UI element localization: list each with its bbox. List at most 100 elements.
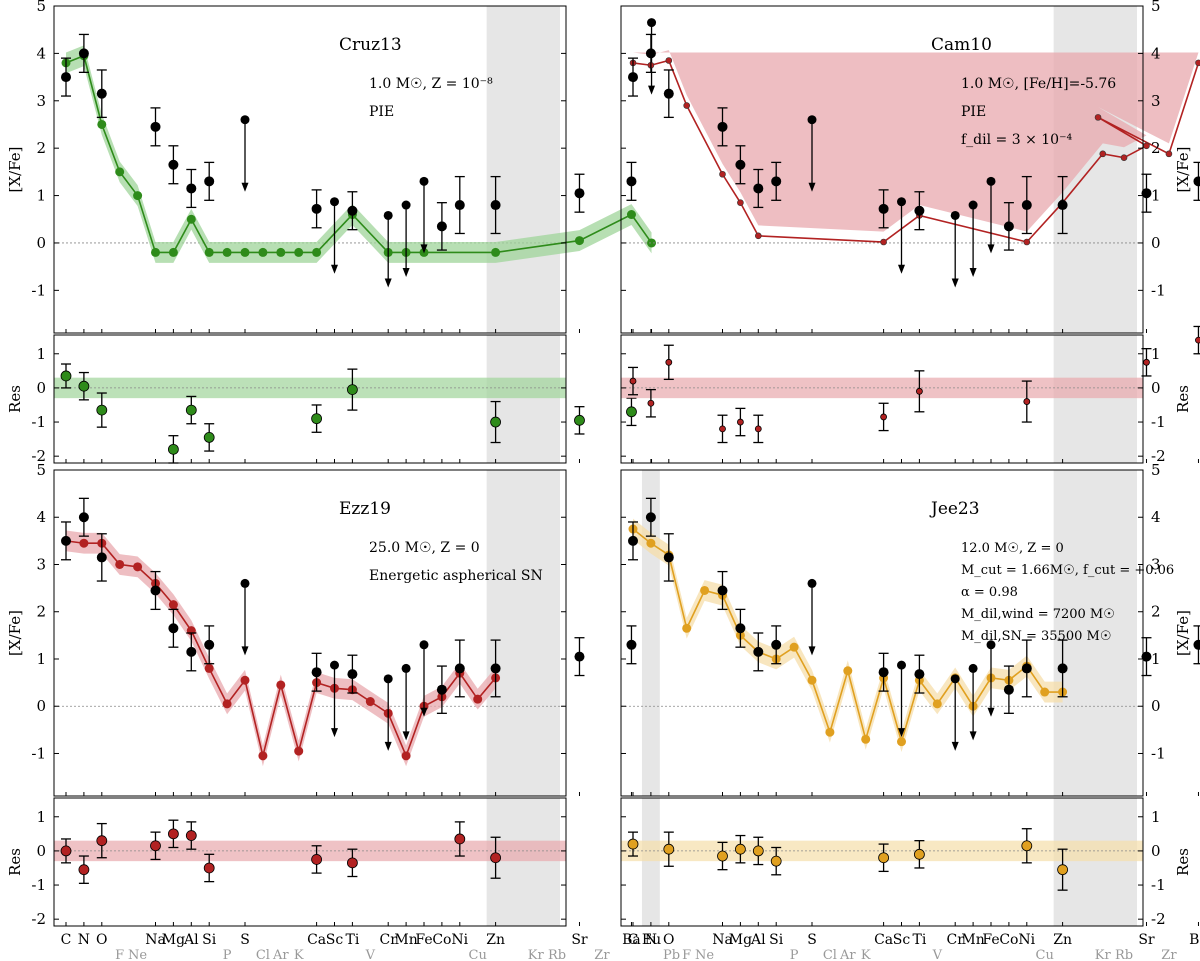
upper-limit-arrowhead bbox=[808, 182, 816, 192]
residual-point bbox=[574, 414, 585, 426]
res-y-tick-label: -1 bbox=[31, 876, 46, 894]
x-tick-label-gray: Kr bbox=[528, 948, 545, 961]
x-tick-label-dark: Ba bbox=[1189, 932, 1200, 948]
observation-point bbox=[347, 669, 358, 680]
observation-point bbox=[968, 663, 978, 673]
x-tick-label-dark: Sc bbox=[326, 932, 344, 948]
residual-point bbox=[490, 852, 502, 864]
x-tick-label-dark: Mn bbox=[961, 932, 984, 948]
observation-point bbox=[204, 176, 215, 187]
res-y-tick-label: -1 bbox=[1151, 876, 1166, 894]
x-tick-label-gray: Ar bbox=[839, 948, 856, 961]
gray-region-main bbox=[1053, 470, 1137, 796]
model-point bbox=[897, 737, 906, 747]
x-tick-label-dark: Sr bbox=[571, 932, 588, 948]
model-point bbox=[276, 247, 286, 257]
x-tick-label-gray: P bbox=[223, 948, 232, 961]
y-axis-label: [X/Fe] bbox=[6, 610, 24, 656]
model-point bbox=[754, 232, 762, 240]
observation-point bbox=[204, 639, 215, 650]
observation-point bbox=[61, 72, 71, 83]
upper-limit-arrowhead bbox=[898, 264, 905, 274]
model-point bbox=[626, 210, 636, 220]
model-point bbox=[665, 57, 673, 64]
y-tick-label: 4 bbox=[1151, 44, 1161, 62]
residual-point bbox=[490, 416, 502, 428]
x-tick-label-dark: C bbox=[628, 932, 639, 948]
observation-point bbox=[419, 176, 429, 186]
residual-point bbox=[150, 840, 161, 852]
observation-point bbox=[330, 660, 339, 670]
residual-point bbox=[203, 431, 215, 443]
upper-limit-arrowhead bbox=[951, 741, 959, 751]
residual-point bbox=[719, 425, 726, 433]
y-tick-label: 1 bbox=[36, 650, 46, 668]
x-tick-label-dark: Co bbox=[999, 932, 1018, 948]
res-y-axis-label: Res bbox=[1174, 385, 1192, 413]
y-tick-label: 1 bbox=[1151, 187, 1161, 205]
residual-point bbox=[78, 864, 90, 876]
residual-point bbox=[735, 843, 746, 855]
y-axis-label: [X/Fe] bbox=[1174, 147, 1192, 193]
res-axes-frame bbox=[53, 334, 567, 464]
residual-point bbox=[454, 833, 466, 845]
observation-point bbox=[986, 176, 996, 186]
x-tick-label-dark: Ni bbox=[1018, 932, 1035, 948]
y-axis-label: [X/Fe] bbox=[1174, 610, 1192, 656]
observation-point bbox=[628, 72, 638, 83]
panel-cam10: -1 0 1 2 3 4 5 -2 -1 0 1 [X/Fe] Res Cam10 1.0 M☉, [Fe/… bbox=[620, 0, 1200, 465]
panel-annotation: M_cut = 1.66M☉, f_cut = +0.06 bbox=[961, 563, 1174, 578]
model-point bbox=[807, 675, 817, 685]
model-point bbox=[204, 663, 214, 673]
x-tick-label-gray: F bbox=[682, 948, 691, 961]
x-tick-label-gray: V bbox=[365, 948, 376, 961]
observation-point bbox=[914, 205, 925, 216]
panel-annotation: 12.0 M☉, Z = 0 bbox=[961, 541, 1064, 556]
model-point bbox=[932, 699, 942, 709]
model-point bbox=[133, 191, 143, 201]
observation-point bbox=[436, 684, 447, 695]
x-tick-label-gray: Cl bbox=[256, 948, 270, 961]
x-tick-label-dark: Ba bbox=[622, 932, 641, 948]
observation-point bbox=[1003, 684, 1014, 695]
model-point bbox=[168, 600, 178, 610]
residual-point bbox=[665, 358, 673, 366]
model-point bbox=[133, 562, 143, 572]
observation-point bbox=[771, 639, 782, 650]
observation-point bbox=[96, 552, 107, 563]
residual-point bbox=[1057, 864, 1068, 876]
residual-point bbox=[96, 404, 108, 416]
observation-point bbox=[1141, 188, 1152, 199]
upper-limit-arrowhead bbox=[384, 278, 392, 288]
residual-point bbox=[311, 413, 323, 425]
observation-point bbox=[878, 203, 889, 214]
res-y-axis-label: Res bbox=[6, 385, 24, 413]
model-point bbox=[1195, 59, 1200, 67]
x-tick-label-gray: Ar bbox=[272, 948, 289, 961]
observation-point bbox=[490, 663, 501, 674]
observation-point bbox=[1003, 221, 1014, 232]
observation-point bbox=[1141, 651, 1152, 662]
model-point bbox=[1094, 114, 1102, 121]
observation-point bbox=[383, 674, 393, 684]
observation-point bbox=[454, 200, 465, 211]
residual-point bbox=[1021, 840, 1033, 852]
x-tick-label-dark: Mg bbox=[162, 932, 185, 948]
observation-point bbox=[61, 535, 71, 546]
model-point bbox=[473, 694, 483, 704]
observation-point bbox=[96, 88, 107, 99]
y-tick-label: 4 bbox=[36, 508, 46, 526]
x-tick-label-dark: Mn bbox=[394, 932, 417, 948]
model-point bbox=[861, 734, 871, 744]
x-tick-label-gray: Rb bbox=[548, 948, 566, 961]
model-band bbox=[66, 45, 652, 263]
observation-point bbox=[401, 200, 411, 210]
observation-point bbox=[663, 88, 674, 99]
x-tick-label-gray: Cl bbox=[823, 948, 837, 961]
panel-annotation: Energetic aspherical SN bbox=[369, 568, 543, 584]
res-y-tick-label: 0 bbox=[36, 379, 46, 397]
observation-point bbox=[186, 183, 197, 194]
upper-limit-arrowhead bbox=[331, 264, 338, 274]
residual-point bbox=[96, 835, 108, 847]
